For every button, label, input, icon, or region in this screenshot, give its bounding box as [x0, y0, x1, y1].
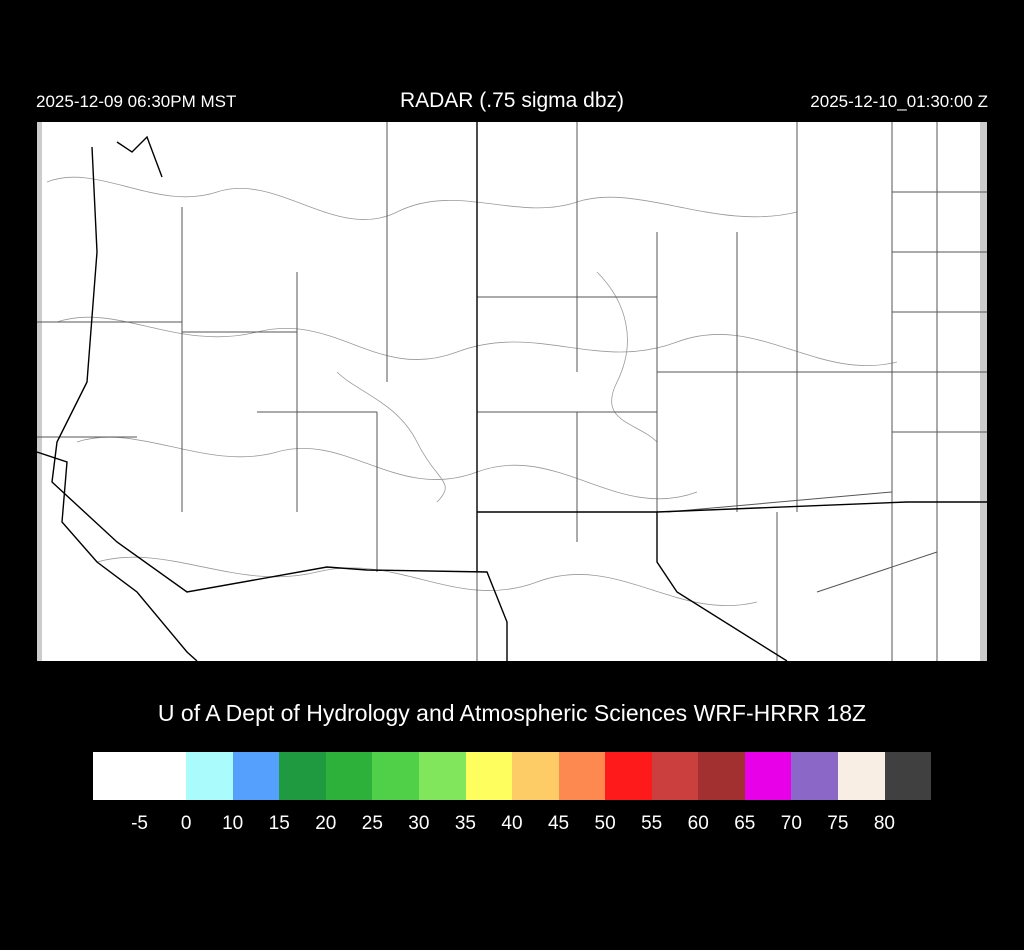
colorbar-tick-label: 60 [687, 813, 709, 834]
map-edge-right [980, 122, 987, 661]
colorbar-tick-label: 65 [734, 813, 756, 834]
colorbar-segment [139, 752, 187, 800]
colorbar-tick-label: 30 [408, 813, 430, 834]
radar-map [36, 122, 987, 662]
colorbar-tick-label: 75 [827, 813, 849, 834]
county-lines [37, 122, 987, 662]
colorbar-segment [186, 752, 233, 800]
valid-time-label: 2025-12-10_01:30:00 Z [810, 92, 988, 111]
colorbar-tick-label: 35 [454, 813, 477, 834]
colorbar-segment [744, 752, 792, 800]
colorbar-tick-label: 15 [268, 813, 290, 834]
colorbar-segment [325, 752, 373, 800]
colorbar-tick-label: 10 [222, 813, 244, 834]
terrain-contours [46, 176, 898, 607]
colorbar-segment [93, 752, 140, 800]
colorbar-tick-label: 70 [780, 813, 802, 834]
local-time-label: 2025-12-09 06:30PM MST [36, 92, 237, 111]
state-borders [36, 122, 987, 662]
colorbar-segment [372, 752, 419, 800]
map-edge-left [37, 122, 42, 661]
colorbar-segment [418, 752, 466, 800]
colorbar-tick-label: 25 [361, 813, 383, 834]
colorbar-segment [232, 752, 280, 800]
map-title: RADAR (.75 sigma dbz) [399, 89, 625, 112]
colorbar-segment [698, 752, 745, 800]
colorbar-tick-label: 50 [594, 813, 616, 834]
map-boundaries [36, 122, 987, 662]
colorbar-tick-label: 45 [547, 813, 570, 834]
colorbar-segment [558, 752, 606, 800]
colorbar-tick-label: 80 [873, 813, 896, 834]
colorbar-segment [605, 752, 652, 800]
colorbar-segment [465, 752, 513, 800]
colorbar-segment [838, 752, 885, 800]
colorbar-tick-label: 0 [180, 813, 192, 834]
colorbar-tick-label: 40 [501, 813, 523, 834]
colorbar [93, 752, 932, 800]
colorbar-segment [512, 752, 559, 800]
colorbar-tick-label: 55 [641, 813, 663, 834]
colorbar-segment [651, 752, 699, 800]
colorbar-segment [791, 752, 838, 800]
colorbar-tick-label: -5 [131, 813, 148, 834]
credit-label: U of A Dept of Hydrology and Atmospheric… [157, 700, 867, 726]
colorbar-tick-label: 20 [315, 813, 337, 834]
colorbar-segment [884, 752, 932, 800]
colorbar-segment [279, 752, 326, 800]
